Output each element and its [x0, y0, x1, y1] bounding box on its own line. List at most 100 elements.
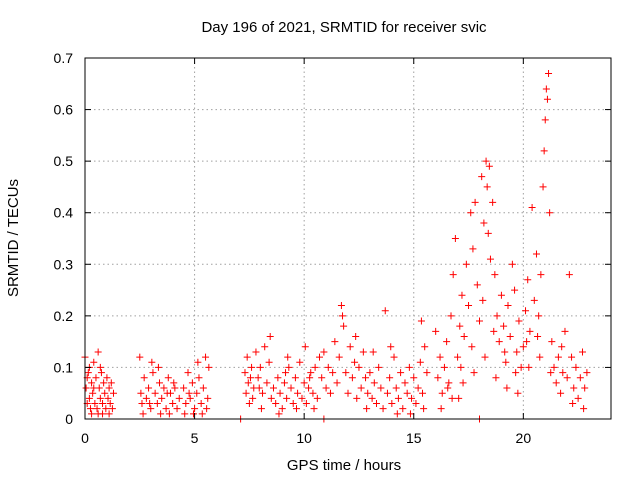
grid-lines [85, 58, 611, 419]
data-point [283, 394, 291, 402]
data-point [383, 389, 391, 397]
data-point [522, 307, 530, 315]
data-point [457, 363, 465, 371]
data-point [490, 327, 498, 335]
data-point [103, 374, 111, 382]
data-point [377, 384, 385, 392]
data-point [320, 348, 328, 356]
data-point [139, 410, 147, 418]
data-point [101, 389, 109, 397]
data-point [462, 260, 470, 268]
data-point [543, 95, 551, 103]
data-point [170, 379, 178, 387]
data-point [511, 286, 519, 294]
data-point [479, 296, 487, 304]
data-point [375, 363, 383, 371]
data-point [445, 379, 453, 387]
y-tick-label: 0.5 [54, 153, 74, 169]
y-tick-label: 0.6 [54, 102, 74, 118]
data-point [483, 183, 491, 191]
data-point [447, 312, 455, 320]
data-point [149, 369, 157, 377]
data-point [165, 410, 173, 418]
data-point [163, 389, 171, 397]
data-point [481, 353, 489, 361]
data-point [186, 394, 194, 402]
data-point [355, 363, 363, 371]
data-point [276, 389, 284, 397]
data-point [153, 400, 161, 408]
data-point [379, 405, 387, 413]
data-point [353, 394, 361, 402]
data-point [337, 302, 345, 310]
data-point [158, 394, 166, 402]
data-point [191, 405, 199, 413]
data-point [194, 358, 202, 366]
data-point [449, 271, 457, 279]
data-point [102, 405, 110, 413]
x-tick-label: 0 [81, 430, 89, 446]
data-point [301, 343, 309, 351]
axis-tick-labels: 0 5 10 15 20 0 0.1 0.2 0.3 0.4 0.5 0.6 0.7 [54, 50, 532, 446]
data-point [359, 348, 367, 356]
data-point [352, 332, 360, 340]
data-point [147, 405, 155, 413]
data-point [386, 374, 394, 382]
data-point [565, 271, 573, 279]
data-point [440, 363, 448, 371]
data-point [162, 405, 170, 413]
data-point [550, 363, 558, 371]
data-point [287, 384, 295, 392]
data-point [574, 394, 582, 402]
data-point [333, 379, 341, 387]
y-tick-label: 0.1 [54, 359, 74, 375]
data-point [313, 394, 321, 402]
data-point [542, 85, 550, 93]
data-point [530, 296, 538, 304]
data-point [364, 389, 372, 397]
data-point [576, 374, 584, 382]
data-point [104, 394, 112, 402]
data-point [443, 338, 451, 346]
data-point [94, 348, 102, 356]
data-point [261, 343, 269, 351]
data-point [99, 400, 107, 408]
data-point [340, 322, 348, 330]
data-point [561, 327, 569, 335]
data-point [322, 384, 330, 392]
data-point [548, 338, 556, 346]
data-point [280, 379, 288, 387]
axis-ticks [84, 57, 611, 420]
data-point [394, 394, 402, 402]
data-point [151, 389, 159, 397]
data-point [164, 374, 172, 382]
data-point [107, 379, 115, 387]
data-point [252, 348, 260, 356]
data-point [579, 348, 587, 356]
data-point [89, 389, 97, 397]
data-point [243, 353, 251, 361]
data-point [537, 271, 545, 279]
data-point [559, 369, 567, 377]
data-point [410, 374, 418, 382]
data-point [552, 379, 560, 387]
y-tick-label: 0.2 [54, 308, 74, 324]
data-point [406, 410, 414, 418]
data-point [96, 394, 104, 402]
data-point [137, 389, 145, 397]
data-point [438, 389, 446, 397]
data-point [456, 322, 464, 330]
data-point [298, 394, 306, 402]
data-point [546, 209, 554, 217]
data-point [476, 317, 483, 325]
data-point [148, 358, 156, 366]
data-point [503, 384, 511, 392]
data-point [471, 198, 479, 206]
data-point [539, 183, 547, 191]
data-point [473, 281, 481, 289]
data-point [512, 369, 520, 377]
data-point [242, 389, 250, 397]
data-point [249, 394, 257, 402]
data-point [545, 69, 553, 77]
data-point [372, 400, 380, 408]
